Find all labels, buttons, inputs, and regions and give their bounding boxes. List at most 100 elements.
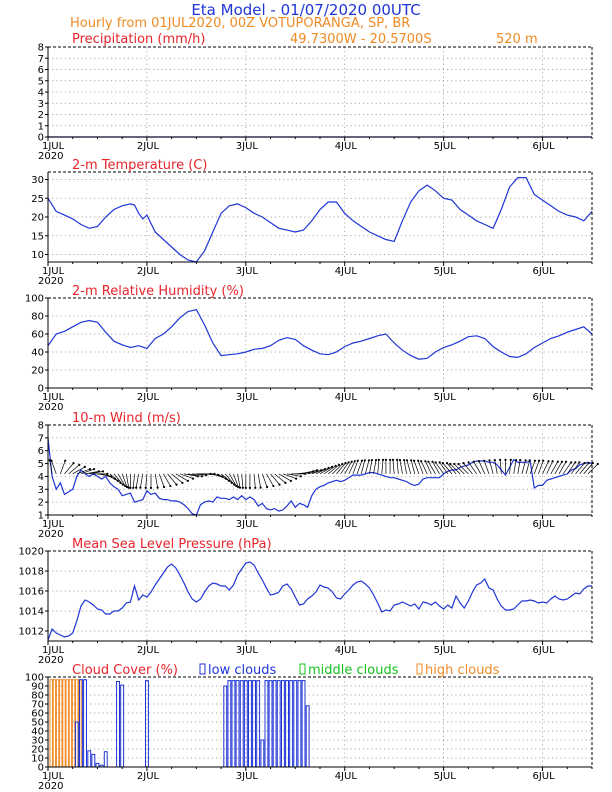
wind-barb-head [129,486,132,489]
wind-barb [420,461,428,475]
wind-barb-head [570,461,573,464]
wind-barb-head [200,475,203,478]
wind-barb-head [272,484,275,488]
wind-barb [550,461,559,475]
wind-barb [85,471,99,475]
wind-barb-head [238,486,242,489]
wind-barb-head [149,486,153,489]
wind-barb-head [574,461,577,464]
y-tick-label: 7 [38,433,44,444]
wind-barb [344,461,353,475]
y-tick-label: 80 [31,312,44,323]
wind-barb [538,460,544,474]
wind-barb-head [374,459,378,462]
wind-barb-head [381,458,385,461]
y-tick-label: 7 [38,54,44,65]
wind-barb [369,460,373,474]
x-tick-label: 2JUL [137,519,160,530]
wind-barb-head [205,474,208,477]
wind-barb-head [64,459,67,462]
high-cloud-bar [65,679,69,768]
wind-barb-head [121,483,124,486]
wind-y-axis: 1 2 3 4 5 6 78 [38,421,48,522]
wind-barb [121,473,128,488]
wind-barb [473,461,482,475]
y-tick-label: 50 [31,718,44,729]
wind-barb-head [524,459,527,462]
wind-barb [307,469,322,475]
wind-barb [583,462,594,475]
low-cloud-bar [297,680,302,768]
wind-barb-head [542,459,545,462]
wind-barb-head [587,462,590,465]
precip-title: Precipitation (mm/h) [72,32,205,47]
y-tick-label: 90 [31,682,44,693]
wind-barb-head [457,462,460,466]
wind-barb [454,463,465,475]
wind-barb [489,460,494,474]
x-tick-label: 3JUL [236,771,259,782]
wind-barb-head [434,461,437,464]
y-tick-label: 6 [38,446,44,457]
x-year-label: 2020 [38,781,63,792]
wind-barb-head [467,461,470,464]
wind-barb-head [445,462,449,465]
wind-barb-head [519,459,522,462]
mslp-series-line [47,561,592,641]
wind-barb [274,473,286,484]
wind-barb-head [156,486,159,489]
wind-barb [179,473,194,479]
x-tick-label: 3JUL [236,141,259,152]
wind-barb [311,468,326,475]
x-tick-label: 3JUL [236,266,259,277]
x-tick-label: 5JUL [434,141,457,152]
high-cloud-bar [75,679,79,768]
wind-barb [348,461,356,475]
low-cloud-bar [91,753,96,768]
low-cloud-bar [289,680,294,768]
y-tick-label: 4 [38,472,44,483]
wind-barb [425,461,432,475]
mslp-panel: 1012 1014 1016 1018 1020 1JUL 2JUL 3JUL 4JUL 5JUL… [19,537,593,666]
legend-label: low clouds [208,663,277,678]
wind-barb [587,463,599,475]
rh-panel: 0 20 40 60 80 100 1JUL 2JUL 3JUL 4JUL 5JUL 6JUL 2020… [25,284,593,413]
wind-barb [328,464,340,475]
wind-barb [76,468,91,475]
low-cloud-bar [74,721,79,768]
y-tick-label: 30 [31,736,44,747]
y-tick-label: 1012 [19,627,44,638]
x-tick-label: 1JUL [42,141,65,152]
wind-barb-head [360,459,363,462]
wind-barb [229,473,237,487]
y-tick-label: 60 [31,709,44,720]
wind-barb [377,459,380,474]
wind-barb-head [583,462,586,465]
cloud-x-axis: 1JUL 2JUL 3JUL 4JUL 5JUL 6JUL 2020 [38,767,593,792]
y-tick-label: 1018 [19,567,44,578]
wind-barb-head [78,463,81,466]
wind-barb-head [356,459,359,462]
x-tick-label: 6JUL [533,771,556,782]
wind-gridlines [48,425,592,515]
wind-barb-head [241,486,244,489]
wind-barb [513,460,517,474]
wind-barb-head [410,459,413,462]
wind-barb-head [483,459,486,462]
wind-barb [410,460,416,474]
y-tick-label: 3 [38,485,44,496]
wind-barb [72,466,86,475]
wind-barb-head [50,459,53,462]
y-tick-label: 2 [38,110,44,121]
wind-barb-head [413,459,416,462]
low-cloud-bar [272,680,277,768]
run-subtitle: Hourly from 01JUL2020, 00Z VOTUPORANGA, … [70,16,410,31]
wind-barb-head [337,463,341,466]
wind-barb-head [169,484,172,488]
wind-barb [303,469,318,475]
low-cloud-bar [103,751,108,768]
temp-panel: 10 15 20 25 30 1JUL 2JUL 3JUL 4JUL 5JUL 6JUL 2020 2-… [31,158,593,287]
temp-x-axis: 1JUL 2JUL 3JUL 4JUL 5JUL 6JUL 2020 [38,262,593,287]
wind-barb-head [233,483,236,486]
y-tick-label: 4 [38,88,44,99]
